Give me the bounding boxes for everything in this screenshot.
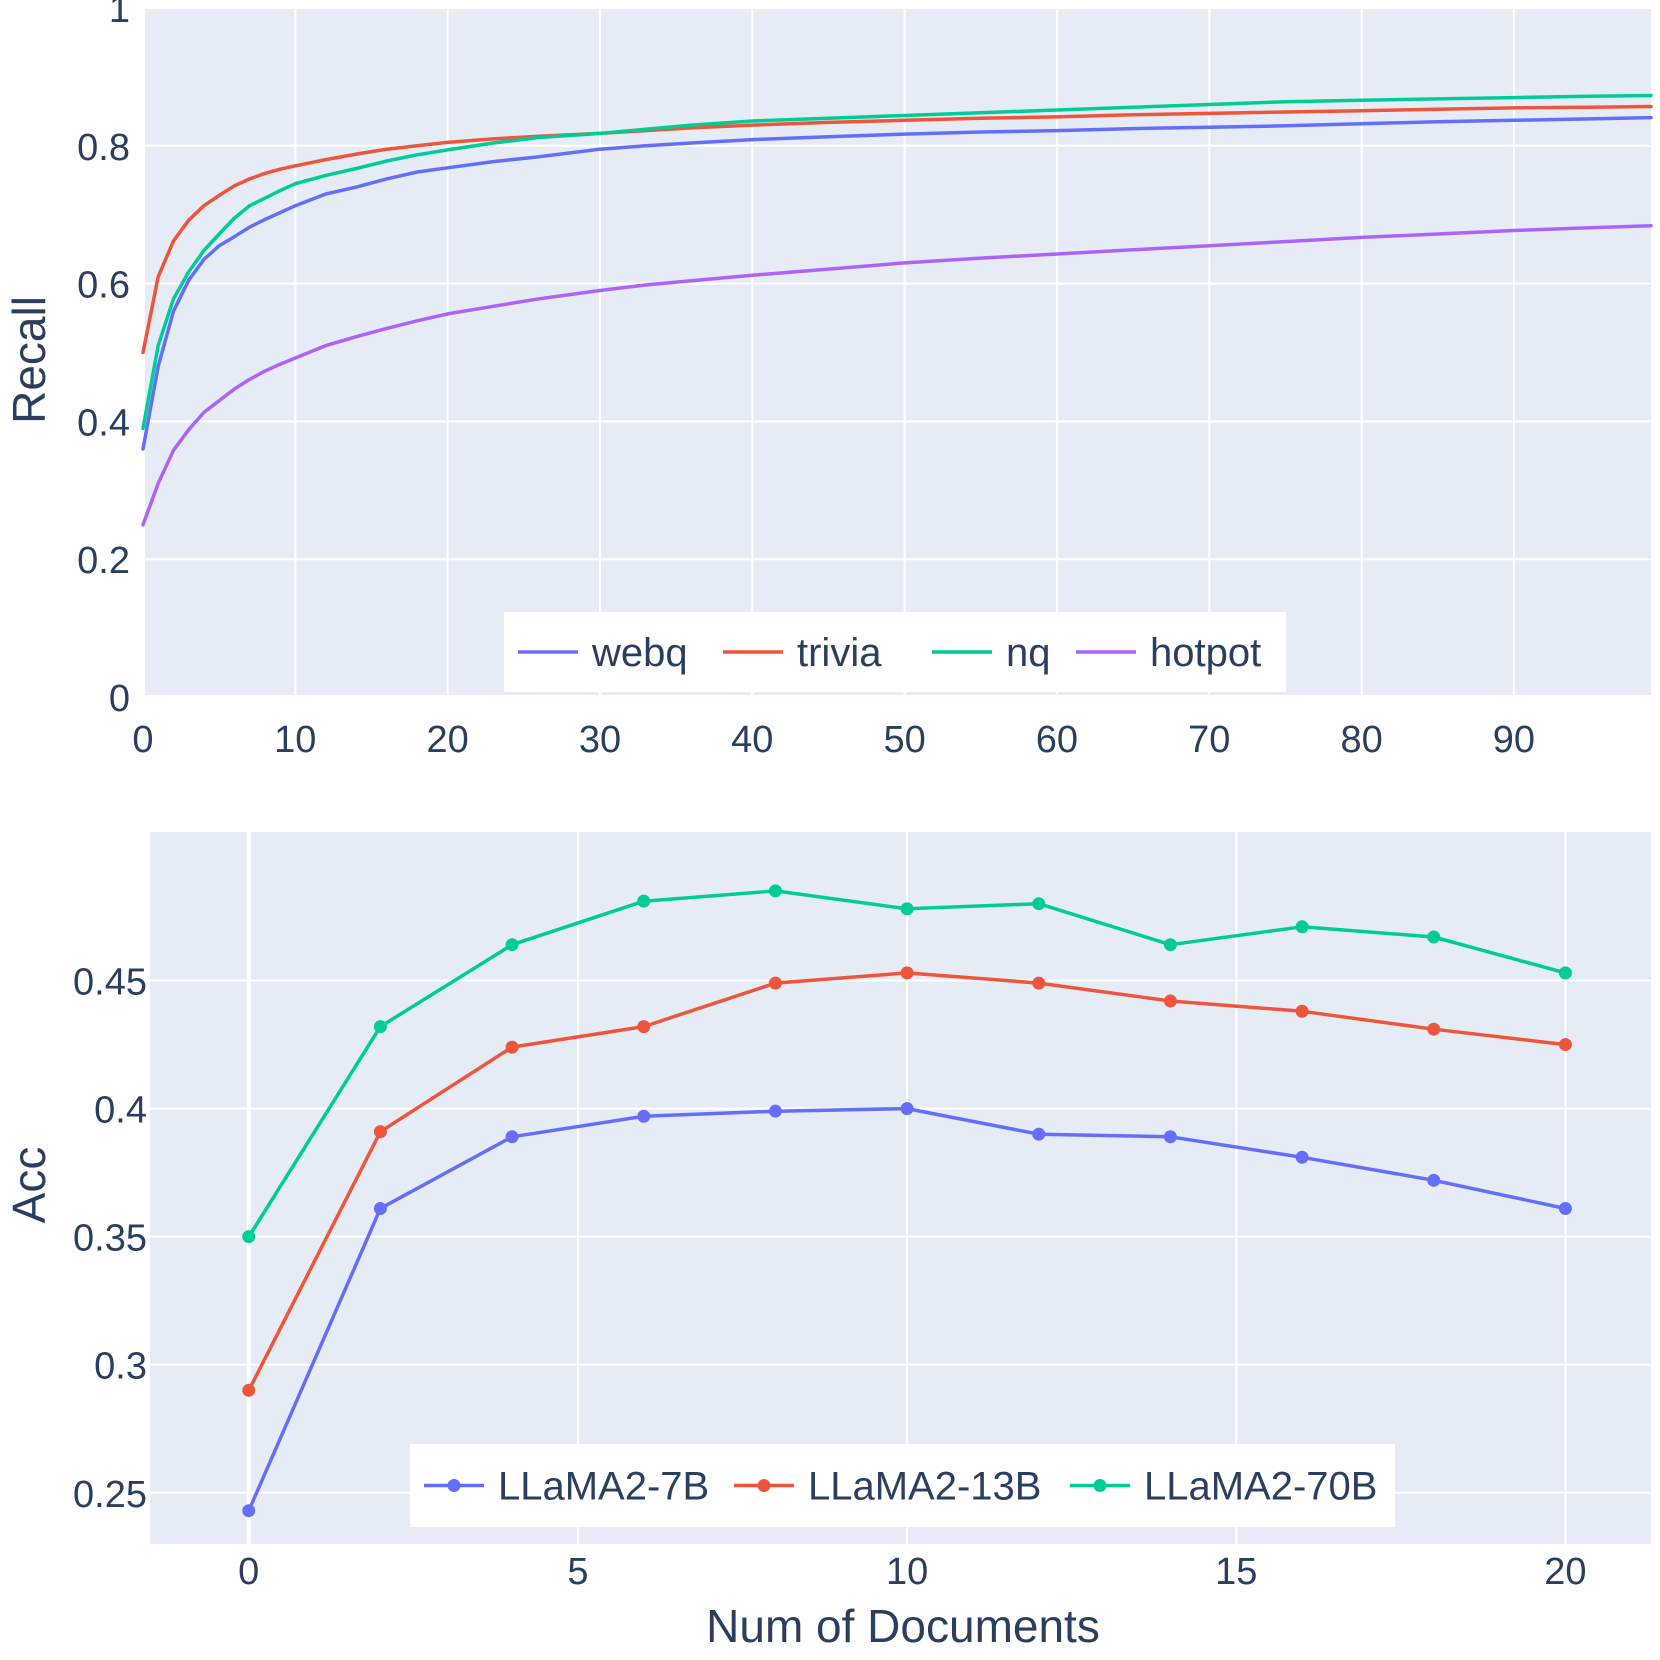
data-point-llama2-7b [1032, 1127, 1046, 1141]
series-line-trivia [141, 104, 1653, 355]
data-point-llama2-13b [1558, 1038, 1572, 1052]
data-point-llama2-70b [637, 894, 651, 908]
y-tick-label: 0.8 [77, 127, 130, 169]
data-point-llama2-7b [637, 1109, 651, 1123]
x-tick-label: 10 [886, 1551, 928, 1593]
y-tick-label: 1 [109, 0, 130, 31]
legend-box [504, 612, 1286, 692]
data-point-llama2-7b [373, 1201, 387, 1215]
legend-label-llama2-13b: LLaMA2-13B [808, 1465, 1041, 1509]
legend-marker-llama2-70b [1093, 1479, 1107, 1492]
data-point-llama2-70b [1427, 930, 1441, 944]
data-point-llama2-7b [505, 1130, 519, 1144]
x-tick-label: 80 [1340, 719, 1382, 761]
legend-label-llama2-70b: LLaMA2-70B [1144, 1465, 1377, 1509]
data-point-llama2-13b [1163, 994, 1177, 1008]
series-line-hotpot [141, 223, 1653, 527]
data-point-llama2-13b [1427, 1022, 1441, 1036]
y-tick-label: 0.35 [73, 1218, 147, 1260]
data-point-llama2-70b [1558, 966, 1572, 980]
x-tick-label: 60 [1036, 719, 1078, 761]
plot-background [143, 8, 1651, 697]
series-line-nq [141, 93, 1653, 431]
data-point-llama2-13b [1032, 976, 1046, 990]
data-point-llama2-70b [1032, 897, 1046, 911]
data-point-llama2-13b [505, 1040, 519, 1054]
x-tick-label: 10 [274, 719, 316, 761]
legend-label-llama2-7b: LLaMA2-7B [498, 1465, 709, 1509]
x-tick-label: 20 [1544, 1551, 1586, 1593]
x-axis-title: Num of Documents [706, 1600, 1100, 1652]
series-line-webq [141, 115, 1653, 451]
data-point-llama2-70b [768, 884, 782, 898]
data-point-llama2-70b [505, 938, 519, 952]
x-tick-label: 5 [567, 1551, 588, 1593]
x-tick-label: 90 [1493, 719, 1535, 761]
data-point-llama2-7b [1163, 1130, 1177, 1144]
plot-background [150, 832, 1651, 1544]
x-tick-label: 50 [883, 719, 925, 761]
data-point-llama2-13b [1295, 1004, 1309, 1018]
legend-label-trivia: trivia [797, 631, 882, 675]
data-point-llama2-7b [1295, 1150, 1309, 1164]
data-point-llama2-70b [1295, 920, 1309, 934]
data-point-llama2-7b [242, 1504, 256, 1518]
y-tick-label: 0.25 [73, 1474, 147, 1516]
data-point-llama2-7b [1427, 1173, 1441, 1187]
x-tick-label: 15 [1215, 1551, 1257, 1593]
data-point-llama2-70b [373, 1020, 387, 1034]
data-point-llama2-7b [768, 1104, 782, 1118]
y-axis-title: Acc [3, 1147, 55, 1224]
legend-label-hotpot: hotpot [1150, 631, 1261, 675]
data-point-llama2-13b [900, 966, 914, 980]
legend-box [410, 1444, 1395, 1527]
legend-marker-llama2-13b [757, 1479, 771, 1492]
data-point-llama2-70b [242, 1230, 256, 1244]
data-point-llama2-13b [768, 976, 782, 990]
y-tick-label: 0.4 [94, 1090, 147, 1132]
legend-label-webq: webq [591, 631, 688, 675]
data-point-llama2-7b [1558, 1201, 1572, 1215]
recall-chart: 0 10 20 30 40 50 60 70 80 90 0 0.2 0.4 0.6 0.8 1 webq tr… [3, 0, 1653, 761]
y-tick-label: 0.2 [77, 540, 130, 582]
data-point-llama2-70b [1163, 938, 1177, 952]
data-point-llama2-7b [900, 1102, 914, 1116]
legend-label-nq: nq [1006, 631, 1051, 675]
x-tick-label: 40 [731, 719, 773, 761]
y-tick-label: 0.45 [73, 962, 147, 1004]
y-tick-label: 0.6 [77, 265, 130, 307]
x-tick-label: 30 [579, 719, 621, 761]
data-point-llama2-70b [900, 902, 914, 916]
x-tick-label: 70 [1188, 719, 1230, 761]
y-tick-label: 0.3 [94, 1346, 147, 1388]
data-point-llama2-13b [373, 1125, 387, 1139]
x-tick-label: 0 [238, 1551, 259, 1593]
y-tick-label: 0.4 [77, 402, 130, 444]
y-tick-label: 0 [109, 678, 130, 720]
data-point-llama2-13b [637, 1020, 651, 1034]
x-tick-label: 0 [132, 719, 153, 761]
x-tick-label: 20 [427, 719, 469, 761]
accuracy-chart: 0 5 10 15 20 0.25 0.3 0.35 0.4 0.45 LLaMA2-7B LLaM… [3, 832, 1651, 1652]
legend-marker-llama2-7b [447, 1479, 461, 1492]
y-axis-title: Recall [3, 296, 55, 424]
data-point-llama2-13b [242, 1383, 256, 1397]
